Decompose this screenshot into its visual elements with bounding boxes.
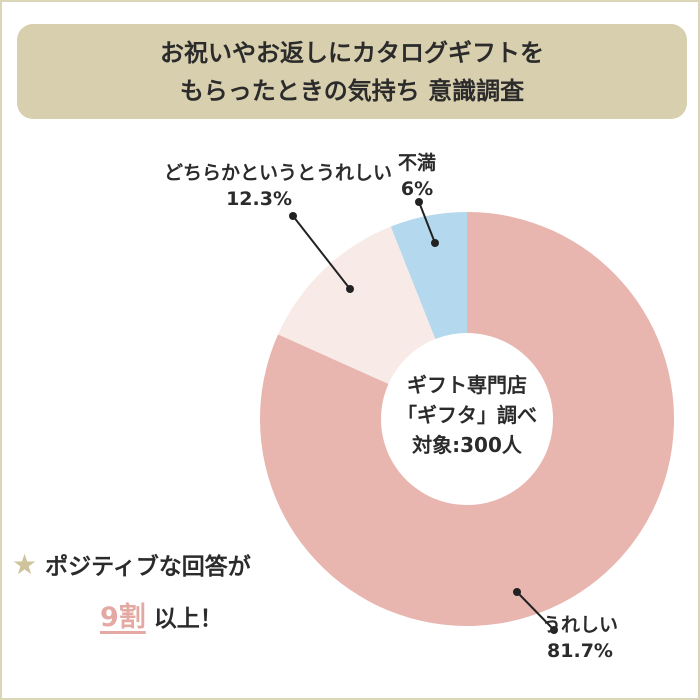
- center-line-1: ギフト専門店: [407, 373, 527, 397]
- note-rest: 以上！: [145, 606, 223, 632]
- slice-label-ureshii: うれしい 81.7%: [542, 612, 618, 664]
- center-line-3: 対象:300人: [412, 433, 522, 457]
- leader-dot: [513, 588, 521, 596]
- leader-line: [418, 201, 436, 244]
- note-line-2: 9割 以上！: [100, 595, 223, 634]
- note-line-1: ポジティブな回答が: [45, 554, 251, 580]
- slice-label-fuman: 不満 6%: [392, 150, 442, 202]
- slice-value: 12.3%: [226, 188, 292, 210]
- center-line-2: 「ギフタ」調べ: [397, 403, 537, 427]
- slice-name: うれしい: [542, 614, 619, 636]
- donut-slice-2: [390, 212, 467, 340]
- highlight-note: ★ ポジティブな回答が 9割 以上！: [12, 547, 251, 633]
- leader-dot: [415, 198, 423, 206]
- note-highlight: 9割: [100, 602, 146, 633]
- leader-dot: [550, 626, 558, 634]
- center-label: ギフト専門店 「ギフタ」調べ 対象:300人: [367, 370, 567, 460]
- donut-slice-0: [259, 212, 674, 627]
- slice-name: 不満: [397, 152, 436, 174]
- leader-line: [292, 215, 351, 290]
- leader-dot: [346, 285, 354, 293]
- title-banner: お祝いやお返しにカタログギフトを もらったときの気持ち 意識調査: [17, 24, 687, 119]
- leader-dot: [431, 239, 439, 247]
- slice-value: 81.7%: [547, 640, 613, 662]
- slice-value: 6%: [400, 178, 434, 200]
- slice-name: どちらかというとうれしい: [163, 162, 392, 184]
- slice-label-dochiraka: どちらかというとうれしい 12.3%: [102, 160, 392, 212]
- title-line-1: お祝いやお返しにカタログギフトを: [160, 38, 544, 67]
- leader-dot: [289, 212, 297, 220]
- leader-line: [516, 591, 555, 631]
- title-line-2: もらったときの気持ち 意識調査: [179, 76, 525, 105]
- star-icon: ★: [12, 548, 38, 581]
- donut-slice-1: [278, 226, 436, 384]
